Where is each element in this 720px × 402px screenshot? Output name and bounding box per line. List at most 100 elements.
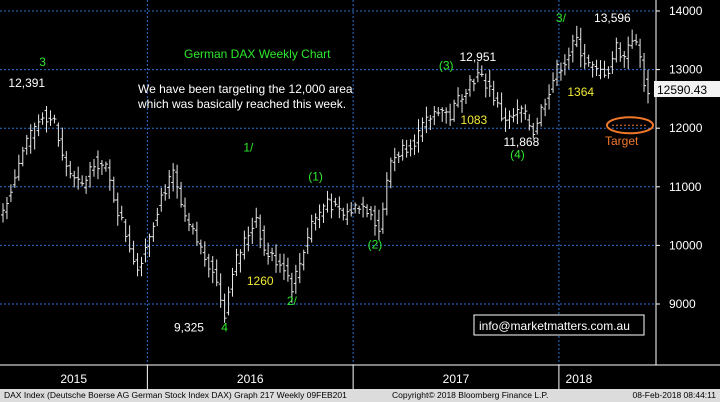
footer-security-description: DAX Index (Deutsche Boerse AG German Sto… [4, 390, 347, 400]
weekly-bar [242, 230, 247, 260]
weekly-bar [578, 27, 583, 68]
y-tick-label: 14000 [669, 4, 703, 18]
bloomberg-footer: DAX Index (Deutsche Boerse AG German Sto… [0, 389, 720, 402]
weekly-bar [551, 72, 556, 93]
weekly-bar [230, 267, 235, 297]
weekly-bar [547, 84, 552, 110]
weekly-bar [598, 60, 603, 80]
weekly-bar [610, 51, 615, 74]
weekly-bar [28, 124, 33, 154]
green-annotation: (1) [308, 169, 323, 183]
weekly-bar [123, 219, 128, 243]
weekly-bar [95, 150, 100, 180]
commentary-line-1: We have been targeting the 12,000 area [138, 82, 353, 96]
weekly-bar [471, 78, 476, 92]
weekly-bar [527, 114, 532, 131]
weekly-bar [135, 253, 140, 277]
green-annotation: 3 [39, 55, 46, 69]
weekly-bar [463, 88, 468, 105]
weekly-bar [333, 197, 338, 207]
weekly-bar [539, 104, 544, 127]
green-annotation: (4) [510, 148, 525, 162]
weekly-bar [103, 161, 108, 172]
weekly-bar [32, 122, 37, 150]
x-tick-labels: 2015 2016 2017 2018 [60, 365, 593, 389]
weekly-bar [511, 108, 516, 123]
weekly-bar [424, 106, 429, 134]
weekly-bar [20, 146, 25, 167]
weekly-bar [515, 99, 520, 125]
green-annotation: (3) [439, 59, 454, 73]
weekly-bar [183, 197, 188, 222]
x-tick-label: 2015 [60, 372, 87, 386]
weekly-bar [214, 259, 219, 287]
y-tick-label: 13000 [669, 63, 703, 77]
weekly-bar [250, 217, 255, 245]
weekly-bar [68, 160, 73, 179]
weekly-bar [392, 147, 397, 172]
weekly-bar [285, 257, 290, 282]
weekly-bar [475, 61, 480, 83]
green-annotation: 1/ [243, 141, 254, 155]
weekly-bar [345, 203, 350, 225]
weekly-bar [448, 103, 453, 126]
weekly-bar [638, 38, 643, 68]
weekly-bar [503, 107, 508, 132]
weekly-bar [119, 205, 124, 221]
weekly-bar [297, 253, 302, 284]
footer-copyright: Copyright© 2018 Bloomberg Finance L.P. [392, 390, 549, 400]
weekly-bar [262, 225, 267, 256]
weekly-bar [626, 36, 631, 70]
weekly-bar [202, 241, 207, 267]
weekly-bar [646, 69, 650, 104]
weekly-bar [107, 159, 112, 191]
weekly-bar [507, 110, 512, 129]
weekly-bar [590, 61, 595, 78]
weekly-bar [131, 240, 136, 265]
wave-annotations: 3 1/ (1) (2) 2/4 (3) (4) 3/12,391 9,325 12,951 11,… [8, 11, 631, 334]
green-annotation: 4 [221, 321, 228, 335]
y-tick-label: 11000 [669, 180, 702, 194]
weekly-bar [175, 164, 180, 199]
weekly-bar [460, 94, 465, 113]
y-tick-label: 12000 [669, 121, 703, 135]
weekly-bar [400, 139, 405, 161]
weekly-bar [60, 127, 65, 161]
weekly-bar [210, 256, 215, 284]
weekly-bar [159, 187, 164, 212]
weekly-bar [388, 157, 393, 189]
weekly-bar [313, 213, 318, 231]
weekly-bar [163, 184, 168, 201]
green-annotation: (2) [368, 237, 383, 251]
weekly-bar [301, 249, 306, 271]
weekly-bar [179, 181, 184, 208]
weekly-bar [491, 80, 496, 106]
weekly-bar [246, 226, 251, 252]
weekly-bar [56, 122, 61, 147]
weekly-bar [558, 62, 563, 81]
weekly-bar [372, 205, 377, 236]
weekly-bar [412, 134, 417, 156]
weekly-bar [289, 272, 294, 303]
weekly-bar [44, 105, 49, 133]
weekly-bar [127, 225, 132, 253]
weekly-bar [630, 29, 635, 49]
weekly-bar [258, 214, 263, 249]
email-link[interactable]: info@marketmatters.com.au [479, 319, 630, 333]
weekly-bar [428, 115, 433, 131]
weekly-bar [444, 107, 449, 124]
weekly-bar [586, 54, 591, 67]
weekly-bar [218, 273, 223, 308]
weekly-bar [36, 114, 41, 137]
weekly-bar [281, 253, 286, 281]
weekly-bar [353, 202, 358, 214]
weekly-bar [155, 207, 160, 227]
weekly-bar [432, 106, 437, 126]
weekly-bar [4, 196, 9, 220]
weekly-bar [376, 209, 381, 240]
email-box[interactable]: info@marketmatters.com.au [473, 314, 645, 336]
weekly-bar [40, 112, 45, 125]
green-annotation: 3/ [556, 11, 567, 25]
